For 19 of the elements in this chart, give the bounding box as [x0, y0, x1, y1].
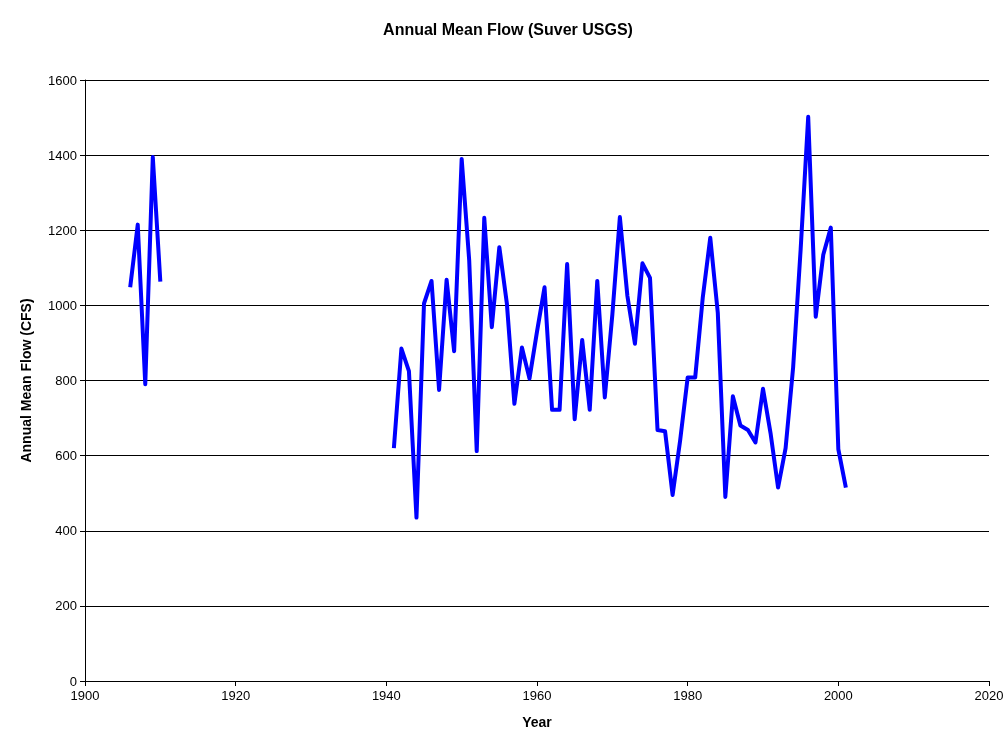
x-tick-label: 2020: [974, 688, 1004, 703]
y-tick-label: 0: [69, 673, 77, 689]
y-tick-label: 1000: [48, 297, 77, 313]
y-tick-label: 1400: [48, 147, 77, 163]
x-tick-label: 1940: [371, 688, 401, 703]
x-tick-label: 1960: [522, 688, 552, 703]
x-tick-label: 1900: [70, 688, 100, 703]
chart-title: Annual Mean Flow (Suver USGS): [383, 20, 633, 38]
y-tick-label: 1200: [48, 222, 77, 238]
y-axis-title: Annual Mean Flow (CFS): [18, 298, 34, 463]
x-tick-label: 1980: [673, 688, 703, 703]
y-tick-label: 800: [55, 373, 77, 388]
x-tick-label: 2000: [823, 688, 853, 703]
x-tick-label: 1920: [221, 688, 251, 703]
y-tick-label: 200: [55, 598, 77, 614]
y-tick-label: 400: [55, 523, 77, 539]
y-tick-label: 1600: [48, 72, 77, 88]
y-tick-label: 600: [55, 448, 77, 464]
x-axis-title: Year: [522, 714, 553, 730]
